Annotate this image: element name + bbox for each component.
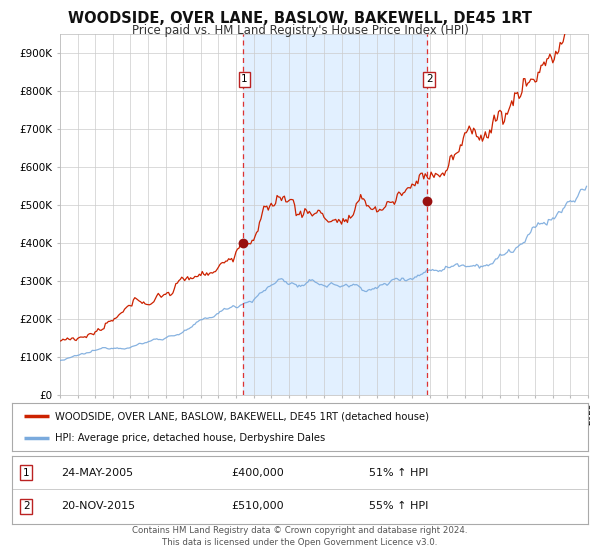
Text: 20-NOV-2015: 20-NOV-2015 <box>61 501 135 511</box>
Point <box>238 238 247 247</box>
Point <box>422 197 432 206</box>
Text: 1: 1 <box>23 468 30 478</box>
Text: This data is licensed under the Open Government Licence v3.0.: This data is licensed under the Open Gov… <box>163 538 437 547</box>
Text: 2: 2 <box>23 501 30 511</box>
Text: 51% ↑ HPI: 51% ↑ HPI <box>369 468 428 478</box>
Bar <box>242 34 427 395</box>
Text: Price paid vs. HM Land Registry's House Price Index (HPI): Price paid vs. HM Land Registry's House … <box>131 24 469 36</box>
Text: WOODSIDE, OVER LANE, BASLOW, BAKEWELL, DE45 1RT (detached house): WOODSIDE, OVER LANE, BASLOW, BAKEWELL, D… <box>55 411 429 421</box>
Text: 2: 2 <box>426 74 433 84</box>
Text: £400,000: £400,000 <box>231 468 284 478</box>
Text: WOODSIDE, OVER LANE, BASLOW, BAKEWELL, DE45 1RT: WOODSIDE, OVER LANE, BASLOW, BAKEWELL, D… <box>68 11 532 26</box>
Text: HPI: Average price, detached house, Derbyshire Dales: HPI: Average price, detached house, Derb… <box>55 433 325 443</box>
Text: Contains HM Land Registry data © Crown copyright and database right 2024.: Contains HM Land Registry data © Crown c… <box>132 526 468 535</box>
Text: 24-MAY-2005: 24-MAY-2005 <box>61 468 133 478</box>
Text: 55% ↑ HPI: 55% ↑ HPI <box>369 501 428 511</box>
Text: £510,000: £510,000 <box>231 501 284 511</box>
Text: 1: 1 <box>241 74 248 84</box>
